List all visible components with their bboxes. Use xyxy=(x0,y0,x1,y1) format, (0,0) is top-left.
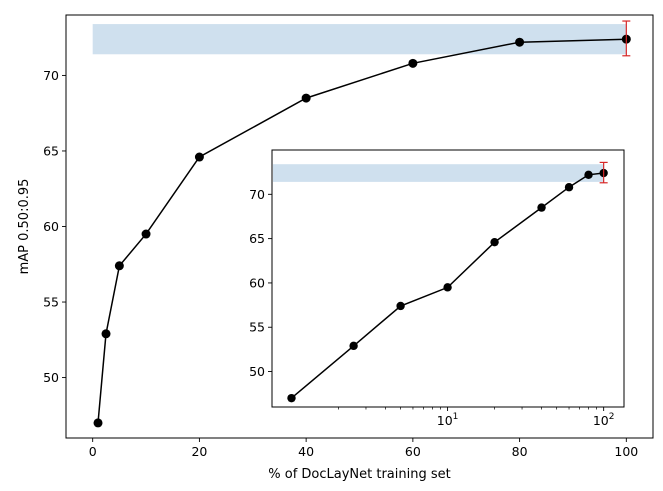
main-x-tick-label: 0 xyxy=(89,444,97,459)
main-y-tick-label: 60 xyxy=(43,219,59,234)
inset-data-point xyxy=(287,393,296,403)
main-y-axis-label: mAP 0.50:0.95 xyxy=(17,179,32,275)
inset-data-point xyxy=(443,283,452,292)
main-x-tick-label: 40 xyxy=(298,444,314,459)
inset-data-point xyxy=(396,301,405,311)
inset-data-point xyxy=(584,170,593,180)
main-data-point xyxy=(114,261,124,271)
main-data-point xyxy=(93,418,103,428)
inset-y-tick-label: 65 xyxy=(249,231,265,246)
main-x-tick-label: 20 xyxy=(191,444,207,459)
inset-y-tick-label: 70 xyxy=(249,187,265,202)
inset-y-tick-label: 55 xyxy=(249,320,265,335)
main-x-axis-label: % of DocLayNet training set xyxy=(268,467,450,482)
main-x-tick-label: 60 xyxy=(405,444,421,459)
main-data-point xyxy=(141,229,151,239)
inset-x-tick-label: 102 xyxy=(593,412,615,428)
main-data-point xyxy=(301,93,311,103)
inset-band xyxy=(273,164,604,182)
main-x-tick-label: 100 xyxy=(614,444,638,459)
inset-y-tick-label: 60 xyxy=(249,275,265,290)
main-y-tick-label: 70 xyxy=(43,68,59,83)
inset-data-point xyxy=(490,237,499,247)
main-data-point xyxy=(408,58,418,68)
main-y-tick-label: 65 xyxy=(43,143,59,158)
main-y-tick-label: 50 xyxy=(43,370,59,385)
inset-y-tick-label: 50 xyxy=(249,364,265,379)
main-band xyxy=(92,24,627,55)
main-data-point xyxy=(194,152,204,162)
main-data-point xyxy=(101,329,111,339)
inset-x-tick-label: 101 xyxy=(437,412,459,428)
main-data-point xyxy=(515,37,525,47)
inset-background xyxy=(272,150,624,407)
inset-data-point xyxy=(564,183,574,192)
inset-data-point xyxy=(537,203,546,212)
inset-data-point xyxy=(349,341,358,351)
main-x-tick-label: 80 xyxy=(512,444,528,459)
main-y-tick-label: 55 xyxy=(43,295,59,310)
